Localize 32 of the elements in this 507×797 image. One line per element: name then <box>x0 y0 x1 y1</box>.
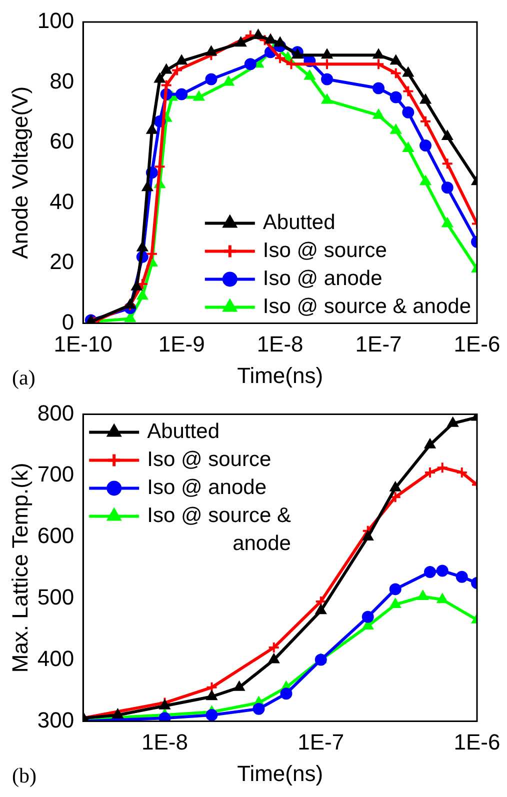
x-tick-label: 1E-6 <box>454 729 500 754</box>
x-tick-label: 1E-7 <box>298 729 344 754</box>
x-tick-label: 1E-8 <box>142 729 188 754</box>
text: (a) <box>12 366 36 390</box>
x-tick-label: 1E-7 <box>355 331 402 356</box>
y-tick-label: 100 <box>37 8 74 34</box>
legend-label: Iso @ source & anode <box>147 504 291 555</box>
x-axis-title: Time(ns) <box>237 760 324 786</box>
legend-label: Abutted <box>147 420 220 443</box>
y-tick-label: 80 <box>50 68 74 94</box>
y-tick-label: 300 <box>37 707 74 732</box>
legend-label: Abutted <box>262 210 336 234</box>
legend-label: Iso @ anode <box>262 266 382 290</box>
legend-label: Iso @ source <box>262 238 387 262</box>
y-tick-label: 400 <box>37 646 74 671</box>
y-tick-label: 600 <box>37 523 74 548</box>
y-tick-label: 500 <box>37 584 74 610</box>
y-tick-label: 20 <box>50 249 74 274</box>
x-tick-label: 1E-9 <box>158 331 205 356</box>
legend-label: Iso @ source <box>147 448 272 471</box>
y-tick-label: 40 <box>50 188 74 214</box>
x-tick-label: 1E-6 <box>454 331 500 356</box>
y-axis-title: Max. Lattice Temp.(k) <box>7 462 32 673</box>
y-tick-label: 60 <box>50 128 74 154</box>
y-axis-title: Anode Voltage(V) <box>7 86 32 259</box>
y-tick-label: 700 <box>37 462 74 487</box>
legend-label: Iso @ source & anode <box>262 294 472 318</box>
legend-label: Iso @ anode <box>147 476 267 499</box>
x-tick-label: 1E-8 <box>256 331 304 356</box>
x-axis-title: Time(ns) <box>237 362 324 388</box>
text: (b) <box>12 764 36 788</box>
y-tick-label: 800 <box>37 400 74 426</box>
